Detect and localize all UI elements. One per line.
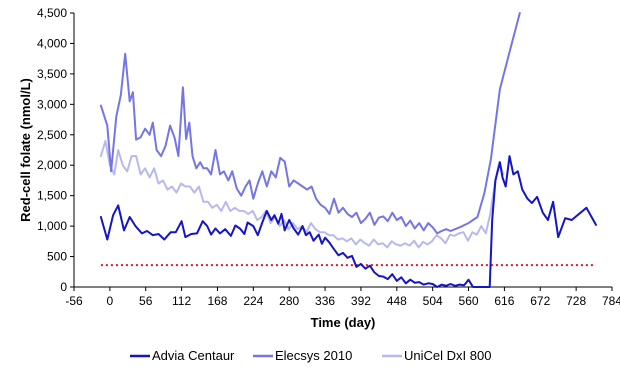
legend-label: Elecsys 2010 (275, 348, 352, 363)
x-tick-label: 448 (387, 294, 407, 308)
x-tick-label: 336 (315, 294, 335, 308)
x-axis-title: Time (day) (311, 315, 376, 330)
y-tick-label: 1,000 (37, 219, 67, 233)
x-tick-label: 784 (602, 294, 620, 308)
y-tick-label: 2,500 (37, 128, 67, 142)
y-tick-label: 1,500 (37, 189, 67, 203)
y-axis-title: Red-cell folate (nmol/L) (18, 78, 33, 222)
x-ticks: -56 0 56 112 168 224 280 336 392 448 504 560 616 672 7… (65, 287, 620, 308)
legend-label: UniCel DxI 800 (404, 348, 491, 363)
legend-label: Advia Centaur (152, 348, 235, 363)
series-line-advia-centaur (101, 156, 596, 287)
x-tick-label: 504 (423, 294, 443, 308)
x-tick-label: 616 (494, 294, 514, 308)
y-tick-label: 500 (47, 250, 67, 264)
x-tick-label: 56 (139, 294, 153, 308)
x-tick-label: 672 (530, 294, 550, 308)
y-tick-label: 3,500 (37, 67, 67, 81)
x-tick-label: -56 (65, 294, 83, 308)
x-tick-label: 112 (172, 294, 191, 308)
y-tick-label: 0 (60, 280, 67, 294)
axes (74, 13, 612, 287)
series-line-elecsys-2010 (101, 13, 520, 233)
y-tick-label: 4,000 (37, 36, 67, 50)
y-tick-label: 2,000 (37, 158, 67, 172)
x-tick-label: 560 (459, 294, 479, 308)
x-tick-label: 0 (107, 294, 114, 308)
series-layer (101, 13, 596, 287)
y-ticks: 0 500 1,000 1,500 2,000 2,500 3,000 3,500 4,000 4… (37, 6, 74, 294)
y-tick-label: 4,500 (37, 6, 67, 20)
x-tick-label: 280 (279, 294, 299, 308)
x-tick-label: 728 (566, 294, 586, 308)
x-tick-label: 392 (351, 294, 371, 308)
legend: Advia Centaur Elecsys 2010 UniCel DxI 800 (130, 348, 491, 363)
x-tick-label: 224 (243, 294, 263, 308)
x-tick-label: 168 (207, 294, 227, 308)
y-tick-label: 3,000 (37, 97, 67, 111)
